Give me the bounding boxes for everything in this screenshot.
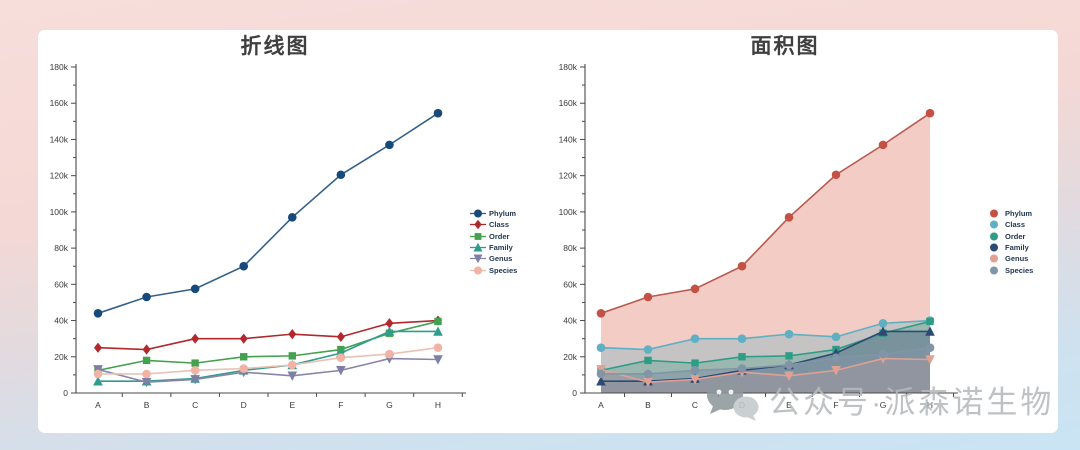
y-tick-label: 140k: [50, 134, 69, 144]
x-tick-label: D: [241, 400, 247, 410]
legend-label: Order: [1005, 231, 1026, 241]
y-tick-label: 120k: [559, 171, 578, 181]
x-tick-label: F: [338, 400, 343, 410]
legend-label: Family: [1005, 243, 1029, 253]
triangle-up-legend-marker-icon: [470, 242, 486, 252]
x-tick-label: H: [435, 400, 441, 410]
y-tick-label: 100k: [50, 207, 69, 217]
y-tick-label: 0: [63, 388, 68, 398]
legend-item-family: Family: [470, 242, 517, 253]
x-tick-label: C: [192, 400, 198, 410]
legend-label: Phylum: [1005, 209, 1033, 219]
y-tick-label: 100k: [559, 207, 578, 217]
legend-item-class: Class: [470, 219, 517, 230]
circle-legend-marker-icon: [990, 266, 998, 275]
x-tick-label: E: [289, 400, 295, 410]
x-tick-label: C: [692, 400, 698, 410]
y-tick-label: 80k: [563, 243, 577, 253]
legend-label: Family: [489, 243, 513, 253]
square-legend-marker-icon: [470, 232, 486, 240]
legend-label: Genus: [1005, 254, 1029, 264]
legend-label: Species: [1005, 265, 1034, 275]
legend-item-class: Class: [986, 219, 1033, 230]
legend-label: Genus: [489, 254, 513, 264]
legend-item-genus: Genus: [986, 253, 1033, 264]
legend-item-species: Species: [470, 264, 517, 275]
x-tick-label: B: [144, 400, 150, 410]
y-tick-label: 80k: [54, 243, 68, 253]
legend-item-family: Family: [986, 242, 1033, 253]
diamond-legend-marker-icon: [470, 220, 486, 230]
circle-legend-marker-icon: [470, 209, 486, 218]
y-tick-label: 140k: [559, 134, 578, 144]
legend-item-genus: Genus: [470, 253, 517, 264]
y-tick-label: 60k: [563, 279, 577, 289]
legend-item-species: Species: [986, 264, 1033, 275]
x-tick-label: G: [880, 400, 887, 410]
square-legend-marker-icon: [990, 232, 998, 241]
circle-legend-marker-icon: [470, 266, 486, 275]
circle-legend-marker-icon: [990, 209, 998, 218]
legend-item-phylum: Phylum: [470, 208, 517, 219]
y-tick-label: 0: [572, 388, 577, 398]
area-chart-legend: Phylum Class Order Family Genus Species: [986, 208, 1033, 276]
y-tick-label: 180k: [50, 62, 69, 72]
legend-label: Order: [489, 231, 510, 241]
x-tick-label: A: [598, 400, 604, 410]
y-tick-label: 160k: [50, 98, 69, 108]
x-tick-label: H: [927, 400, 933, 410]
y-tick-label: 20k: [563, 352, 577, 362]
legend-label: Class: [1005, 220, 1026, 230]
y-tick-label: 40k: [563, 316, 577, 326]
y-tick-label: 60k: [54, 279, 68, 289]
legend-label: Species: [489, 265, 518, 275]
x-tick-label: B: [645, 400, 651, 410]
y-tick-label: 40k: [54, 316, 68, 326]
x-tick-label: D: [739, 400, 745, 410]
area-chart-title: 面积图: [750, 35, 820, 58]
line-chart-legend: Phylum Class Order Family Genus Species: [470, 208, 517, 276]
area-chart-plot: 0 20k 40k 60k 80k 100k 120k 140k 160k 180k A B C D E F G…: [559, 62, 958, 410]
y-tick-label: 20k: [54, 352, 68, 362]
x-tick-label: E: [786, 400, 792, 410]
legend-item-phylum: Phylum: [986, 208, 1033, 219]
line-chart-plot: 0 20k 40k 60k 80k 100k 120k 140k 160k 180k A B C D E F G…: [50, 62, 466, 410]
legend-label: Class: [489, 220, 510, 230]
y-tick-label: 160k: [559, 98, 578, 108]
x-tick-label: A: [95, 400, 101, 410]
legend-label: Phylum: [489, 209, 517, 219]
y-tick-label: 180k: [559, 62, 578, 72]
x-tick-label: G: [386, 400, 393, 410]
triangle-up-legend-marker-icon: [990, 243, 998, 252]
circle-legend-marker-icon: [990, 220, 998, 229]
triangle-down-legend-marker-icon: [990, 254, 998, 263]
legend-item-order: Order: [470, 231, 517, 242]
triangle-down-legend-marker-icon: [470, 254, 486, 264]
x-tick-label: F: [833, 400, 838, 410]
y-tick-label: 120k: [50, 171, 69, 181]
legend-item-order: Order: [986, 231, 1033, 242]
line-chart-title: 折线图: [240, 35, 310, 58]
